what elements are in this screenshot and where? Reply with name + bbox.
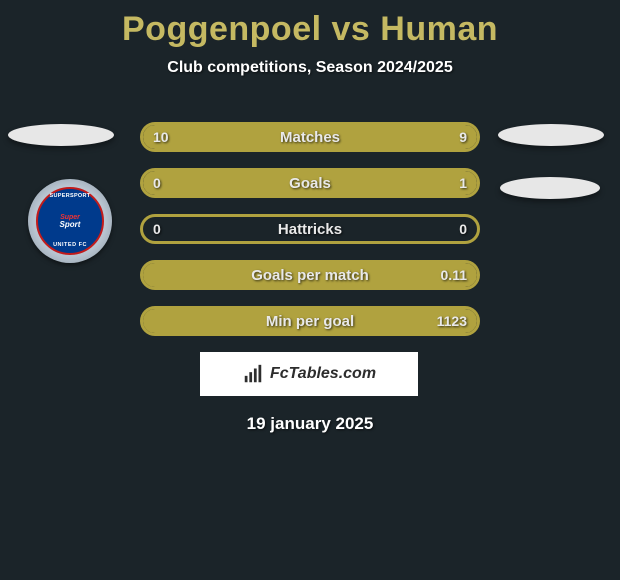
stat-bar-value-left: 0	[153, 217, 161, 241]
placeholder-ellipse	[8, 124, 114, 146]
bar-chart-icon	[242, 363, 264, 385]
placeholder-ellipse	[498, 124, 604, 146]
club-badge-inner: SUPERSPORT Super Sport UNITED FC	[36, 187, 104, 255]
club-badge: SUPERSPORT Super Sport UNITED FC	[28, 179, 112, 263]
placeholder-ellipse	[500, 177, 600, 199]
stat-bar-left-fill	[143, 171, 203, 195]
stat-bar-right-fill	[203, 171, 477, 195]
page-title: Poggenpoel vs Human	[0, 0, 620, 49]
comparison-bars: Matches109 Goals01 Hattricks0 0 Goals per ma…	[140, 122, 480, 352]
page-subtitle: Club competitions, Season 2024/2025	[0, 49, 620, 77]
comparison-infographic: Poggenpoel vs Human Club competitions, S…	[0, 0, 620, 580]
watermark-text: FcTables.com	[270, 365, 376, 383]
date-text: 19 january 2025	[0, 400, 620, 434]
stat-bar-right-fill	[143, 309, 477, 333]
watermark: FcTables.com	[200, 352, 418, 396]
stat-bar-right-fill	[143, 263, 477, 287]
club-badge-center: Super Sport	[60, 214, 81, 229]
stat-bar-right-fill	[210, 125, 477, 149]
club-badge-bottom-text: UNITED FC	[53, 242, 87, 248]
stat-bar-row: Goals per match0.11	[140, 260, 480, 290]
club-badge-top-text: SUPERSPORT	[50, 193, 91, 199]
stat-bar-label: Hattricks	[143, 217, 477, 241]
club-badge-center-line2: Sport	[60, 221, 81, 229]
stat-bar-row: Min per goal1123	[140, 306, 480, 336]
stat-bar-row: Matches109	[140, 122, 480, 152]
stat-bar-left-fill	[143, 125, 210, 149]
stat-bar-row: Hattricks0 0	[140, 214, 480, 244]
stat-bar-value-right: 0	[459, 217, 467, 241]
stat-bar-row: Goals01	[140, 168, 480, 198]
